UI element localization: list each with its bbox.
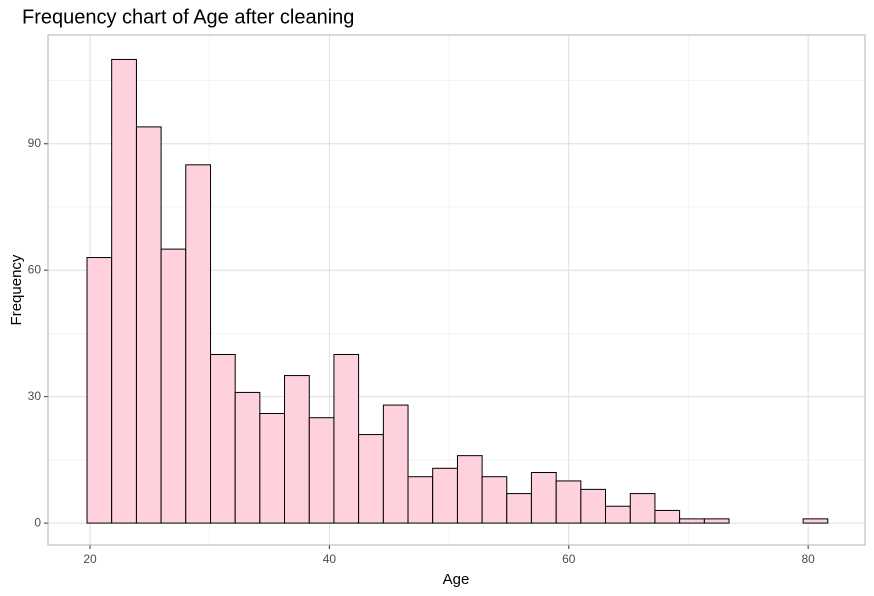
- bar: [86, 257, 113, 524]
- bar: [703, 518, 730, 524]
- bar: [234, 391, 261, 524]
- bar: [358, 434, 384, 524]
- y-tick-label: 0: [34, 515, 41, 529]
- x-tick-label: 80: [801, 552, 815, 566]
- bar: [308, 417, 335, 524]
- x-axis-label: Age: [443, 571, 470, 588]
- bar: [506, 493, 532, 524]
- panel-border: [47, 34, 866, 546]
- bar: [432, 467, 458, 524]
- bar: [160, 248, 187, 524]
- bar: [530, 472, 557, 524]
- x-tick-label: 60: [562, 552, 576, 566]
- bar: [111, 58, 137, 524]
- y-tick-label: 90: [28, 136, 42, 150]
- bar: [284, 375, 310, 524]
- y-tick-label: 30: [28, 389, 42, 403]
- bar: [382, 404, 409, 524]
- bar: [259, 412, 286, 524]
- bar: [605, 505, 631, 524]
- x-tick-label: 20: [83, 552, 97, 566]
- bar: [481, 476, 508, 524]
- bar: [210, 353, 236, 524]
- bar: [555, 480, 582, 524]
- y-tick-label: 60: [28, 262, 42, 276]
- bar: [185, 164, 212, 524]
- bar: [333, 353, 360, 524]
- bar: [654, 509, 681, 524]
- y-axis-label: Frequency: [8, 254, 25, 325]
- x-tick-label: 40: [323, 552, 337, 566]
- chart-title: Frequency chart of Age after cleaning: [22, 6, 354, 28]
- bar: [456, 455, 483, 524]
- bar: [135, 126, 162, 524]
- bar: [802, 518, 829, 524]
- bar: [679, 518, 705, 524]
- bar: [629, 493, 656, 524]
- bar: [407, 476, 434, 524]
- bar: [580, 488, 607, 524]
